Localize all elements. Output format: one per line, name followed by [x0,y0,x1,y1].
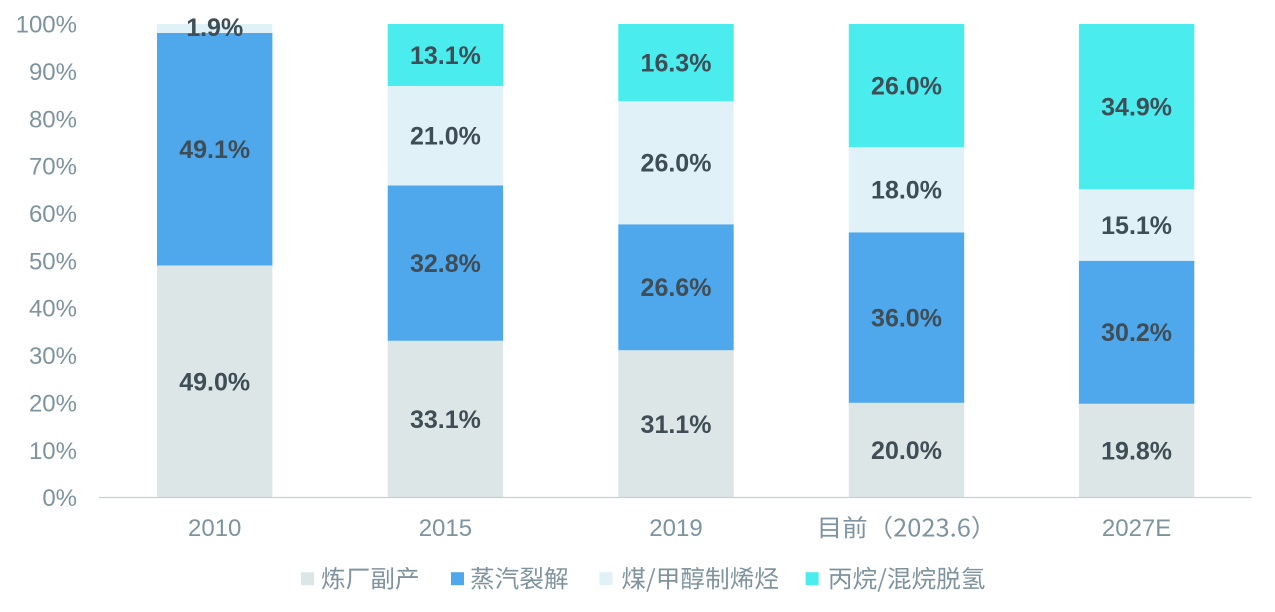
svg-text:33.1%: 33.1% [410,406,481,434]
svg-text:1.9%: 1.9% [186,14,243,42]
svg-text:19.8%: 19.8% [1101,438,1172,466]
svg-text:0%: 0% [42,485,77,512]
svg-text:18.0%: 18.0% [871,177,942,205]
svg-text:40%: 40% [29,296,77,323]
svg-text:31.1%: 31.1% [641,411,712,439]
svg-text:20%: 20% [29,390,77,417]
svg-text:34.9%: 34.9% [1101,94,1172,122]
svg-text:10%: 10% [29,438,77,465]
svg-text:2010: 2010 [188,515,241,542]
svg-text:26.6%: 26.6% [641,274,712,302]
svg-text:32.8%: 32.8% [410,250,481,278]
svg-text:21.0%: 21.0% [410,123,481,151]
svg-text:80%: 80% [29,106,77,133]
svg-text:16.3%: 16.3% [641,50,712,78]
svg-text:2027E: 2027E [1102,515,1171,542]
svg-text:36.0%: 36.0% [871,305,942,333]
svg-text:49.1%: 49.1% [179,136,250,164]
svg-text:100%: 100% [16,12,77,39]
svg-text:60%: 60% [29,201,77,228]
svg-text:26.0%: 26.0% [871,73,942,101]
svg-text:26.0%: 26.0% [641,150,712,178]
svg-text:2019: 2019 [649,515,702,542]
svg-text:90%: 90% [29,59,77,86]
svg-text:2015: 2015 [419,515,472,542]
svg-text:30%: 30% [29,343,77,370]
svg-text:13.1%: 13.1% [410,42,481,70]
svg-text:49.0%: 49.0% [179,368,250,396]
svg-text:20.0%: 20.0% [871,437,942,465]
svg-text:15.1%: 15.1% [1101,212,1172,240]
svg-text:50%: 50% [29,248,77,275]
svg-text:30.2%: 30.2% [1101,319,1172,347]
svg-text:70%: 70% [29,154,77,181]
